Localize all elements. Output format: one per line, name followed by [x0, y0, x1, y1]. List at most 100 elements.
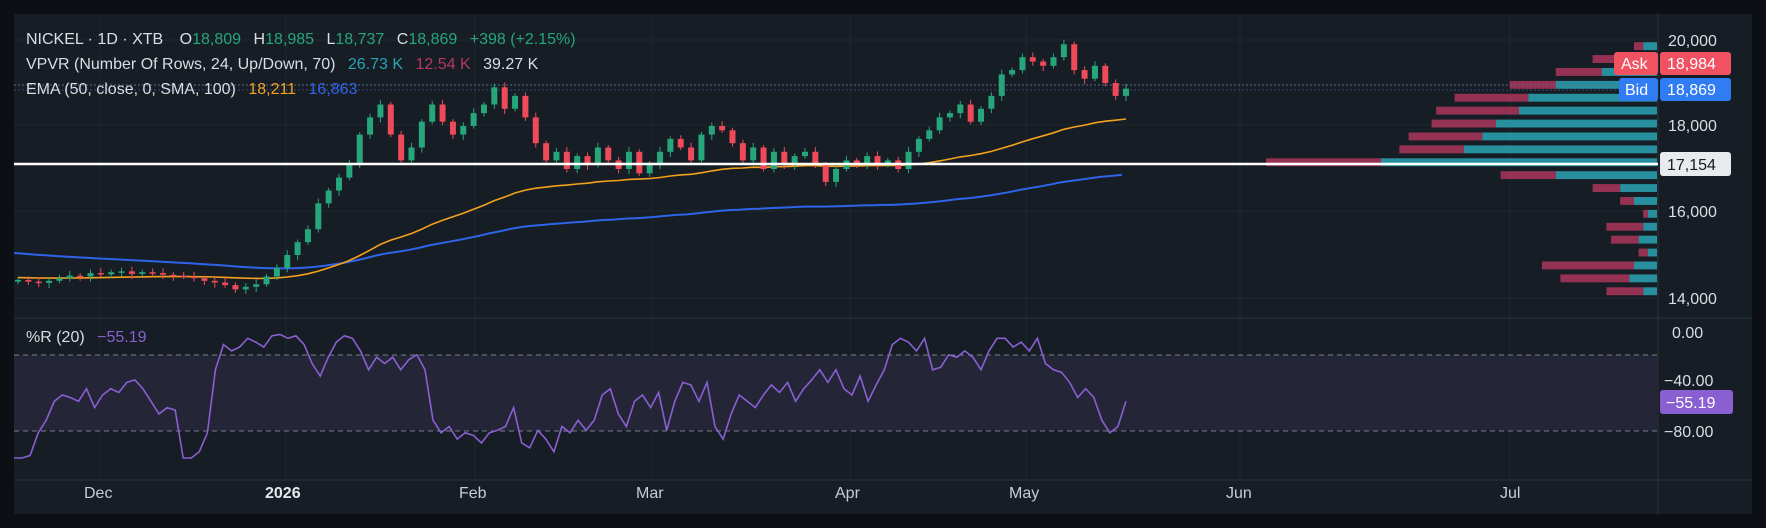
candle-body [367, 117, 374, 135]
vpvr-label: VPVR (Number Of Rows, 24, Up/Down, 70) [26, 56, 335, 73]
x-label-apr: Apr [835, 485, 861, 502]
l-label: L [326, 31, 335, 48]
vp-down-bar [1560, 274, 1630, 283]
vpvr-down: 12.54 K [416, 56, 471, 73]
candles [15, 39, 1129, 294]
x-label-may: May [1009, 485, 1039, 502]
candle-body [853, 160, 860, 165]
vp-up-bar [1647, 248, 1657, 257]
vp-up-bar [1496, 119, 1657, 128]
candle-body [429, 104, 436, 122]
vp-up-bar [1643, 222, 1657, 231]
candle-body [625, 151, 632, 169]
h-label: H [254, 31, 266, 48]
candle-body [822, 164, 829, 182]
candle-body [180, 275, 187, 278]
candle-body [563, 151, 570, 169]
candle-body [439, 104, 446, 122]
candle-body [739, 143, 746, 161]
vp-down-bar [1500, 171, 1556, 180]
vp-up-bar [1638, 235, 1657, 244]
vpvr-up: 26.73 K [348, 56, 403, 73]
vp-down-bar [1643, 209, 1648, 218]
candle-body [812, 151, 819, 165]
candle-body [646, 164, 653, 174]
candle-body [501, 87, 508, 109]
price-tick-20000: 20,000 [1668, 33, 1717, 50]
ema-slow-value: 16,863 [309, 81, 358, 98]
candle-body [1102, 65, 1109, 83]
wr-value: −55.19 [1666, 395, 1715, 412]
candle-body [884, 160, 891, 165]
candle-body [480, 104, 487, 114]
vp-up-bar [1519, 106, 1657, 115]
candle-body [946, 113, 953, 118]
candle-body [25, 279, 32, 282]
vp-down-bar [1634, 42, 1644, 51]
candle-body [677, 138, 684, 148]
c-label: C [397, 31, 409, 48]
candle-body [1019, 57, 1026, 71]
candle-body [770, 151, 777, 169]
candle-body [294, 242, 301, 255]
ask-badge: Ask 18,984 [1614, 52, 1731, 75]
price-tick-14000: 14,000 [1668, 291, 1717, 308]
candle-body [729, 130, 736, 144]
vp-up-bar [1643, 42, 1657, 51]
legend-line-2: VPVR (Number Of Rows, 24, Up/Down, 70) 2… [26, 56, 539, 73]
candle-body [191, 276, 198, 279]
candle-body [1060, 44, 1067, 58]
candle-body [387, 104, 394, 135]
vp-up-bar [1643, 287, 1657, 296]
candle-body [159, 273, 166, 275]
candle-body [491, 87, 498, 105]
vp-up-bar [1634, 261, 1657, 270]
o-label: O [180, 31, 192, 48]
candle-body [781, 151, 788, 165]
candle-body [657, 151, 664, 165]
candle-body [1029, 57, 1036, 62]
candle-body [325, 190, 332, 204]
hline-value: 17,154 [1667, 157, 1716, 174]
candle-body [998, 74, 1005, 96]
candle-body [87, 273, 94, 277]
ask-label: Ask [1621, 56, 1649, 73]
price-tick-16000: 16,000 [1668, 204, 1717, 221]
vp-down-bar [1454, 93, 1529, 102]
wr-band [14, 355, 1658, 431]
candle-body [636, 151, 643, 174]
x-label-dec: Dec [84, 485, 112, 502]
candle-body [978, 108, 985, 122]
candle-body [418, 121, 425, 148]
candle-body [56, 278, 63, 281]
candle-body [1081, 70, 1088, 79]
candle-body [543, 143, 550, 161]
wr-value-badge: −55.19 [1660, 390, 1733, 414]
candle-body [170, 274, 177, 277]
c-value: 18,869 [408, 31, 457, 48]
price-tick-18000: 18,000 [1668, 118, 1717, 135]
ema-fast-line [17, 118, 1127, 280]
wr-legend: %R (20) −55.19 [26, 329, 147, 346]
candle-body [284, 255, 291, 268]
vp-up-bar [1647, 209, 1657, 218]
candle-body [460, 126, 467, 135]
candle-body [35, 281, 42, 284]
candle-body [15, 279, 21, 282]
vp-down-bar [1509, 80, 1556, 89]
candle-body [698, 134, 705, 161]
candle-body [1112, 83, 1119, 96]
vp-up-bar [1555, 171, 1657, 180]
candle-body [263, 276, 270, 285]
candle-body [532, 117, 539, 144]
candle-body [315, 203, 322, 230]
vp-up-bar [1528, 93, 1657, 102]
candle-body [801, 151, 808, 157]
candle-body [750, 147, 757, 161]
candle-body [926, 130, 933, 139]
candle-body [108, 272, 115, 275]
candle-body [222, 282, 229, 286]
o-value: 18,809 [192, 31, 241, 48]
x-label-jun: Jun [1226, 485, 1252, 502]
